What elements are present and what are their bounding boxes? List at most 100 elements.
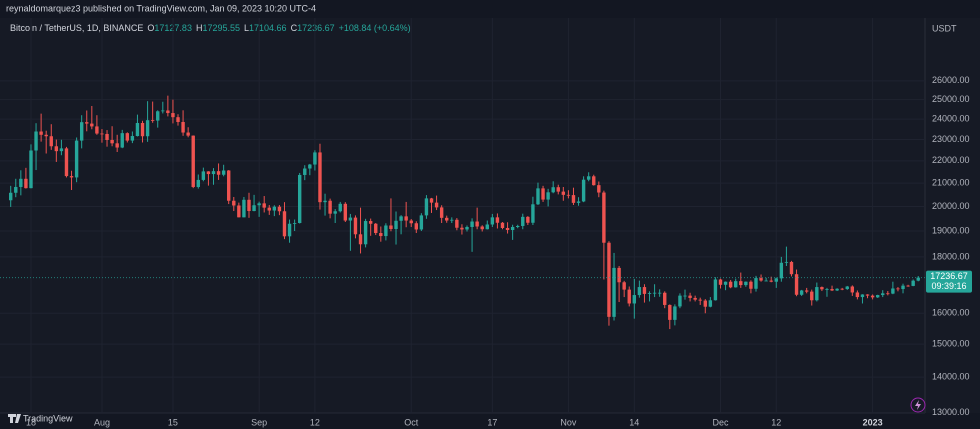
x-tick-label: 15 (168, 417, 178, 427)
candle-body (44, 134, 48, 137)
candle-body (399, 216, 403, 221)
candle-body (688, 295, 692, 298)
candle-body (54, 146, 59, 152)
candle-body (267, 207, 271, 211)
x-tick-label: Dec (712, 417, 729, 427)
candle-body (237, 205, 241, 218)
candle-body (516, 225, 520, 227)
alert-icon[interactable] (910, 397, 926, 413)
candle-body (708, 300, 713, 307)
candle-body (713, 279, 718, 301)
candle-body (470, 221, 474, 227)
candle-body (196, 179, 200, 187)
candle-body (820, 287, 824, 290)
x-tick-label: Aug (94, 417, 110, 427)
candle-body (140, 122, 145, 137)
candle-body (850, 286, 855, 293)
candle-body (297, 174, 302, 224)
candle-body (916, 277, 920, 281)
y-tick-label: 18000.00 (932, 251, 970, 261)
candle-body (419, 215, 424, 230)
y-tick-label: 23000.00 (932, 134, 970, 144)
candle-body (825, 289, 829, 290)
candle-body (622, 282, 626, 290)
candle-body (95, 126, 99, 134)
candle-body (865, 294, 870, 296)
candle-body (69, 176, 74, 178)
legend-item: O (147, 23, 154, 33)
candle-body (500, 222, 505, 228)
candle-body (678, 295, 682, 307)
candle-body (216, 171, 221, 175)
candle-body (313, 152, 317, 165)
candle-body (698, 299, 702, 301)
candle-body (835, 288, 839, 291)
candle-body (526, 216, 530, 223)
x-tick-label: 14 (629, 417, 639, 427)
candle-body (886, 293, 890, 295)
candle-body (475, 221, 479, 227)
legend-item: 17236.67 (297, 23, 335, 33)
candle-body (348, 217, 353, 221)
plot-background (0, 18, 980, 413)
candle-body (135, 122, 140, 137)
candle-body (556, 187, 560, 192)
legend-item: 17295.55 (202, 23, 240, 33)
candle-body (764, 280, 768, 282)
candle-body (379, 233, 383, 237)
y-axis-label: USDT (932, 23, 957, 33)
x-tick-label: Sep (251, 417, 267, 427)
y-tick-label: 19000.00 (932, 225, 970, 235)
candle-body (855, 292, 860, 298)
candle-body (551, 187, 555, 193)
y-tick-label: 20000.00 (932, 201, 970, 211)
candle-body (668, 304, 672, 320)
candle-body (703, 300, 707, 307)
candle-body (723, 281, 728, 285)
candle-body (495, 217, 500, 223)
candle-body (389, 225, 393, 229)
candle-body (586, 176, 591, 180)
candle-body (424, 198, 429, 216)
candle-body (394, 220, 398, 229)
candle-body (465, 226, 469, 230)
price-label: 17236.67 (930, 271, 968, 281)
candle-body (602, 192, 606, 243)
candle-body (64, 148, 69, 177)
candle-body (439, 207, 444, 218)
x-tick-label: 12 (771, 417, 781, 427)
candle-body (272, 206, 277, 211)
candle-body (252, 205, 256, 212)
candle-body (9, 192, 13, 201)
candle-body (19, 178, 23, 187)
candle-body (673, 306, 677, 320)
candle-body (130, 136, 135, 141)
candle-body (906, 285, 910, 287)
candle-body (581, 179, 586, 202)
candle-body (592, 176, 596, 186)
candle-body (870, 295, 875, 298)
y-tick-label: 22000.00 (932, 155, 970, 165)
candle-body (810, 291, 814, 301)
candle-body (186, 132, 190, 136)
candle-body (39, 131, 43, 135)
candle-body (262, 203, 266, 208)
candle-body (100, 133, 104, 135)
candle-body (815, 287, 819, 301)
candle-body (749, 281, 753, 289)
candle-body (49, 136, 53, 147)
candle-body (693, 297, 697, 300)
candle-body (881, 293, 885, 296)
candle-body (901, 285, 905, 290)
candle-body (860, 294, 865, 298)
candle-body (739, 281, 743, 286)
legend-item: C (291, 23, 298, 33)
candle-body (632, 295, 637, 304)
y-tick-label: 15000.00 (932, 339, 970, 349)
candle-body (683, 295, 687, 297)
candle-body (891, 288, 895, 294)
countdown: 09:39:16 (931, 281, 966, 291)
candle-body (85, 122, 89, 124)
